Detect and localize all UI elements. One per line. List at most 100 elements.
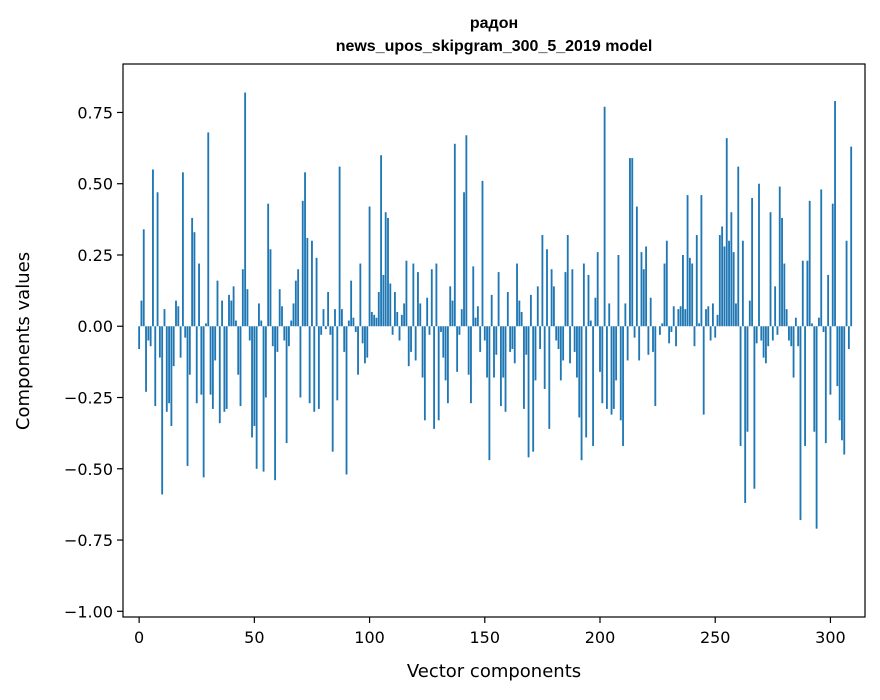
bar-component-59	[274, 326, 276, 480]
bar-component-19	[182, 172, 184, 326]
bar-component-252	[719, 235, 721, 326]
bar-component-287	[800, 326, 802, 520]
bar-component-219	[643, 269, 645, 326]
bar-component-109	[389, 283, 391, 326]
bar-component-125	[426, 298, 428, 327]
bar-component-108	[387, 218, 389, 326]
bar-component-218	[641, 252, 643, 326]
bar-component-294	[816, 326, 818, 528]
bar-component-152	[488, 326, 490, 460]
bar-component-277	[777, 326, 779, 335]
bar-component-290	[806, 261, 808, 327]
bar-component-279	[781, 218, 783, 326]
bar-component-182	[558, 326, 560, 349]
bar-component-51	[256, 326, 258, 469]
bar-component-217	[638, 326, 640, 360]
bar-component-104	[378, 292, 380, 326]
bar-component-12	[166, 326, 168, 412]
bar-component-234	[677, 309, 679, 326]
bar-component-223	[652, 326, 654, 352]
bar-component-44	[240, 326, 242, 406]
bar-component-196	[590, 321, 592, 327]
bar-component-147	[477, 306, 479, 326]
bar-component-232	[673, 306, 675, 326]
bar-component-267	[753, 326, 755, 488]
bar-component-98	[364, 326, 366, 363]
bar-component-11	[164, 309, 166, 326]
bar-component-243	[698, 323, 700, 326]
bar-component-96	[359, 264, 361, 327]
bar-component-150	[484, 326, 486, 340]
y-tick-label: 0.50	[77, 175, 113, 194]
y-tick-label: 0.75	[77, 103, 113, 122]
bar-component-16	[175, 301, 177, 327]
bar-component-154	[493, 326, 495, 377]
bar-component-83	[329, 326, 331, 335]
bar-component-299	[827, 275, 829, 326]
bar-component-132	[442, 326, 444, 357]
bar-component-130	[438, 326, 440, 420]
bar-component-180	[553, 286, 555, 326]
bar-component-172	[535, 326, 537, 380]
bar-component-127	[431, 269, 433, 326]
bar-component-86	[336, 326, 338, 400]
bar-component-293	[813, 326, 815, 431]
bar-component-90	[346, 326, 348, 474]
bar-component-184	[562, 326, 564, 360]
bar-component-76	[313, 326, 315, 412]
bar-component-208	[618, 255, 620, 326]
bar-component-261	[740, 326, 742, 446]
bar-component-148	[479, 326, 481, 352]
bar-component-142	[465, 135, 467, 326]
bar-component-210	[622, 326, 624, 446]
bar-component-49	[251, 326, 253, 437]
bar-component-116	[406, 261, 408, 327]
bar-component-231	[671, 326, 673, 332]
bar-component-305	[841, 326, 843, 440]
y-tick-label: 0.00	[77, 317, 113, 336]
bar-component-278	[779, 187, 781, 327]
bar-component-5	[150, 326, 152, 346]
bar-component-178	[548, 326, 550, 429]
bar-component-254	[724, 246, 726, 326]
bar-component-24	[194, 232, 196, 326]
bar-component-199	[597, 252, 599, 326]
bar-component-289	[804, 326, 806, 446]
bar-component-309	[850, 147, 852, 327]
bar-component-198	[594, 298, 596, 327]
bar-component-190	[576, 326, 578, 377]
bar-component-27	[200, 326, 202, 394]
bar-component-272	[765, 326, 767, 363]
bar-component-175	[541, 235, 543, 326]
bar-component-58	[272, 326, 274, 346]
bar-component-88	[341, 309, 343, 326]
bar-component-264	[747, 326, 749, 431]
bar-component-54	[263, 326, 265, 471]
bar-component-67	[293, 303, 295, 326]
bar-component-177	[546, 249, 548, 326]
bar-component-25	[196, 326, 198, 403]
bar-component-9	[159, 326, 161, 357]
bar-component-302	[834, 101, 836, 326]
bar-component-47	[247, 289, 249, 326]
bar-component-37	[223, 326, 225, 412]
bar-component-64	[286, 326, 288, 443]
y-axis-label: Components values	[13, 252, 34, 430]
bar-component-144	[470, 326, 472, 403]
bar-component-200	[599, 326, 601, 372]
bar-component-168	[525, 326, 527, 355]
bar-component-65	[288, 326, 290, 346]
bar-component-216	[636, 207, 638, 327]
bar-component-73	[306, 238, 308, 326]
bar-component-78	[318, 326, 320, 409]
bar-component-95	[357, 326, 359, 374]
bar-component-221	[647, 326, 649, 355]
bar-component-39	[228, 295, 230, 326]
bar-component-129	[435, 264, 437, 327]
bar-component-81	[325, 326, 327, 329]
bar-component-100	[369, 207, 371, 327]
bar-component-165	[518, 301, 520, 327]
bar-component-92	[350, 281, 352, 327]
bar-component-68	[295, 281, 297, 327]
